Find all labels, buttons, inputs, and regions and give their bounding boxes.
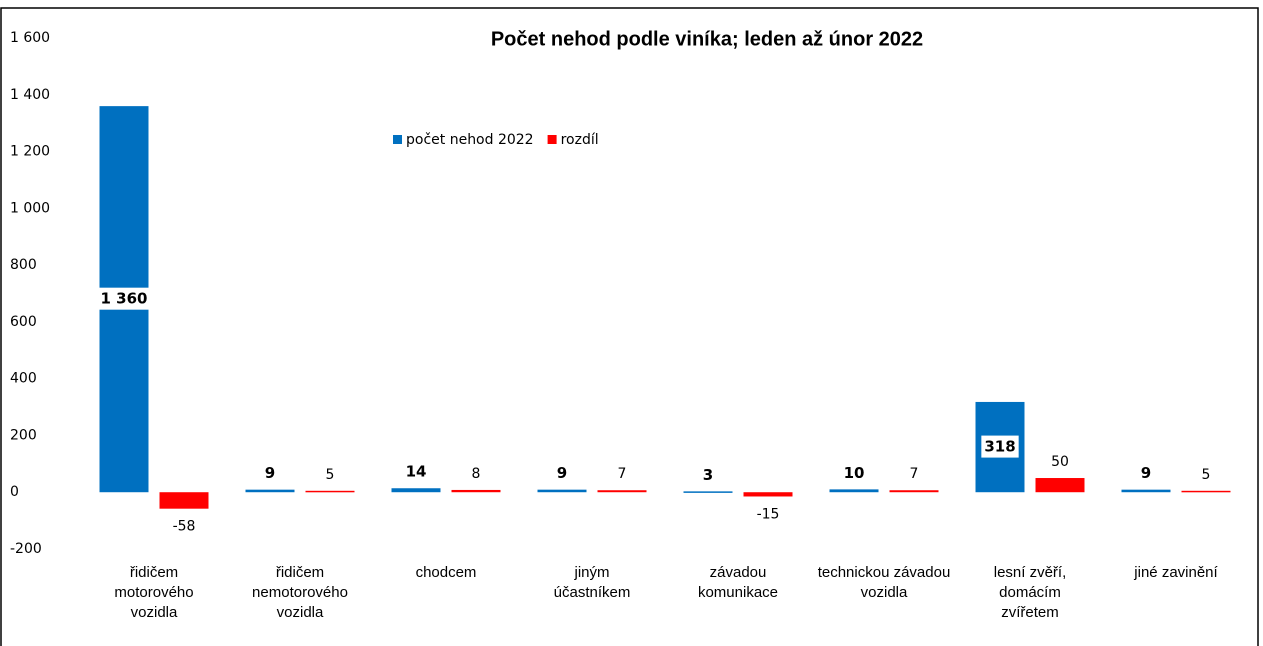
data-label: 14: [406, 463, 427, 481]
data-label: -15: [757, 506, 780, 522]
y-tick-label: 800: [10, 257, 37, 273]
data-label: 10: [844, 464, 865, 482]
x-tick-label: závadou komunikace: [697, 564, 779, 601]
y-tick-label: 200: [10, 427, 37, 443]
x-tick-label: technickou závadou vozidla: [817, 564, 951, 601]
data-label: 50: [1051, 454, 1069, 470]
legend-label: počet nehod 2022: [406, 132, 534, 148]
x-tick-label: jiné zavinění: [1134, 564, 1218, 581]
frame: [0, 7, 1259, 646]
x-tick-label: jiným účastníkem: [553, 564, 631, 601]
bar: [829, 489, 879, 493]
data-label: 9: [1141, 464, 1151, 482]
x-tick-label: lesní zvěří, domácím zvířetem: [993, 564, 1067, 621]
data-label: 1 360: [101, 290, 148, 308]
bar: [305, 490, 355, 493]
bar: [537, 489, 587, 493]
bar: [683, 491, 733, 493]
data-label: 3: [703, 466, 713, 484]
bar: [743, 492, 793, 497]
data-label-bg: [97, 287, 151, 310]
data-label: -58: [173, 519, 196, 535]
data-label: 318: [984, 438, 1015, 456]
y-tick-label: 1 200: [10, 144, 50, 160]
data-label: 7: [910, 466, 919, 482]
legend-swatch: [393, 135, 402, 144]
bar: [159, 492, 209, 509]
bar: [391, 488, 441, 493]
data-label: 9: [265, 464, 275, 482]
y-tick-label: -200: [10, 541, 42, 557]
y-tick-label: 1 600: [10, 30, 50, 46]
bar: [1181, 490, 1231, 493]
y-tick-label: 1 400: [10, 87, 50, 103]
bar: [1121, 489, 1171, 493]
bar: [1035, 478, 1085, 493]
y-tick-label: 600: [10, 314, 37, 330]
data-label: 5: [326, 467, 335, 483]
data-label: 9: [557, 464, 567, 482]
bar: [889, 490, 939, 493]
x-tick-label: chodcem: [415, 564, 477, 581]
y-tick-label: 400: [10, 371, 37, 387]
y-tick-label: 0: [10, 484, 19, 500]
data-label: 7: [618, 466, 627, 482]
y-tick-label: 1 000: [10, 200, 50, 216]
bar: [245, 489, 295, 493]
chart-title: Počet nehod podle viníka; leden až únor …: [491, 28, 923, 50]
data-label: 5: [1202, 467, 1211, 483]
x-tick-label: řidičem nemotorového vozidla: [252, 564, 348, 621]
legend-swatch: [547, 135, 557, 144]
data-label-bg: [981, 435, 1019, 458]
x-tick-label: řidičem motorového vozidla: [114, 564, 194, 621]
legend-label: rozdíl: [561, 132, 599, 148]
bar: [597, 490, 647, 493]
data-label: 8: [472, 466, 481, 482]
bar: [451, 489, 501, 493]
